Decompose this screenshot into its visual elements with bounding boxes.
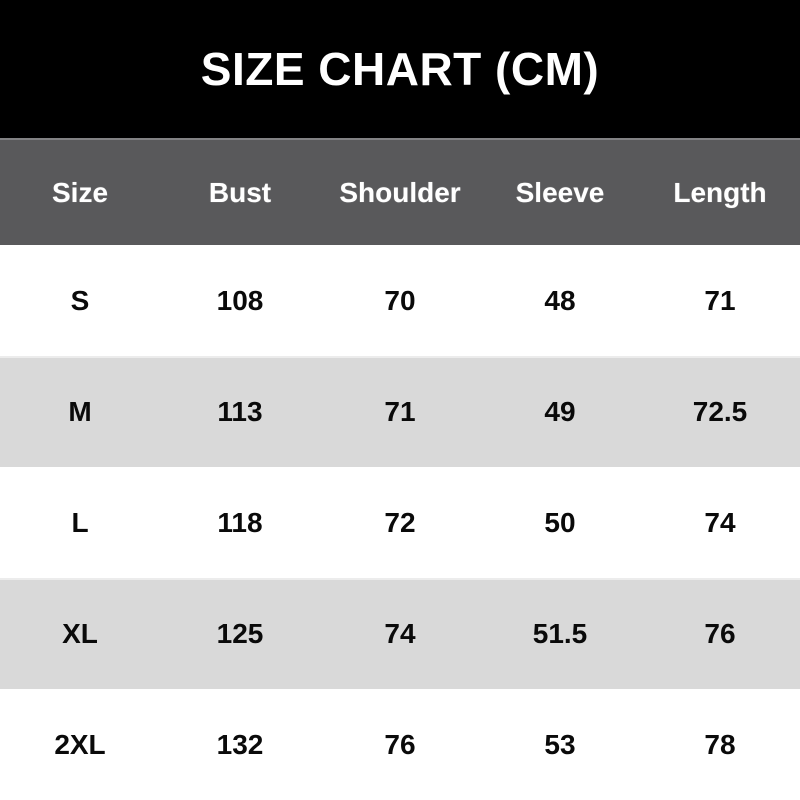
- sleeve-cell: 48: [544, 284, 576, 316]
- shoulder-cell: 76: [384, 728, 416, 760]
- sleeve-cell: 50: [544, 506, 576, 538]
- size-cell: L: [71, 506, 89, 538]
- table-row-m: M 113 71 49 72.5: [0, 356, 800, 467]
- shoulder-cell: 70: [384, 284, 416, 316]
- length-cell: 71: [704, 284, 736, 316]
- bust-cell: 108: [216, 284, 264, 316]
- size-cell: S: [70, 284, 90, 316]
- bust-cell: 113: [217, 395, 263, 427]
- bust-cell: 118: [217, 506, 263, 538]
- title-band: SIZE CHART (CM): [0, 0, 800, 138]
- table-header-row: Size Bust Shoulder Sleeve Length: [0, 138, 800, 245]
- length-cell: 74: [704, 506, 736, 538]
- shoulder-cell: 71: [384, 395, 416, 427]
- shoulder-cell: 74: [384, 617, 416, 649]
- column-header-shoulder: Shoulder: [339, 176, 461, 208]
- table-row-l: L 118 72 50 74: [0, 467, 800, 578]
- length-cell: 76: [704, 617, 736, 649]
- page-title: SIZE CHART (CM): [200, 43, 600, 95]
- size-cell: M: [68, 395, 92, 427]
- size-cell: XL: [62, 617, 98, 649]
- shoulder-cell: 72: [384, 506, 416, 538]
- table-row-s: S 108 70 48 71: [0, 245, 800, 356]
- table-row-2xl: 2XL 132 76 53 78: [0, 689, 800, 800]
- table-row-xl: XL 125 74 51.5 76: [0, 578, 800, 689]
- bust-cell: 132: [216, 728, 264, 760]
- size-cell: 2XL: [54, 728, 106, 760]
- column-header-length: Length: [673, 176, 767, 208]
- sleeve-cell: 51.5: [532, 617, 588, 649]
- column-header-bust: Bust: [208, 176, 272, 208]
- bust-cell: 125: [216, 617, 264, 649]
- length-cell: 78: [704, 728, 736, 760]
- column-header-sleeve: Sleeve: [515, 176, 605, 208]
- column-header-size: Size: [51, 176, 109, 208]
- sleeve-cell: 53: [544, 728, 576, 760]
- length-cell: 72.5: [692, 395, 748, 427]
- sleeve-cell: 49: [544, 395, 576, 427]
